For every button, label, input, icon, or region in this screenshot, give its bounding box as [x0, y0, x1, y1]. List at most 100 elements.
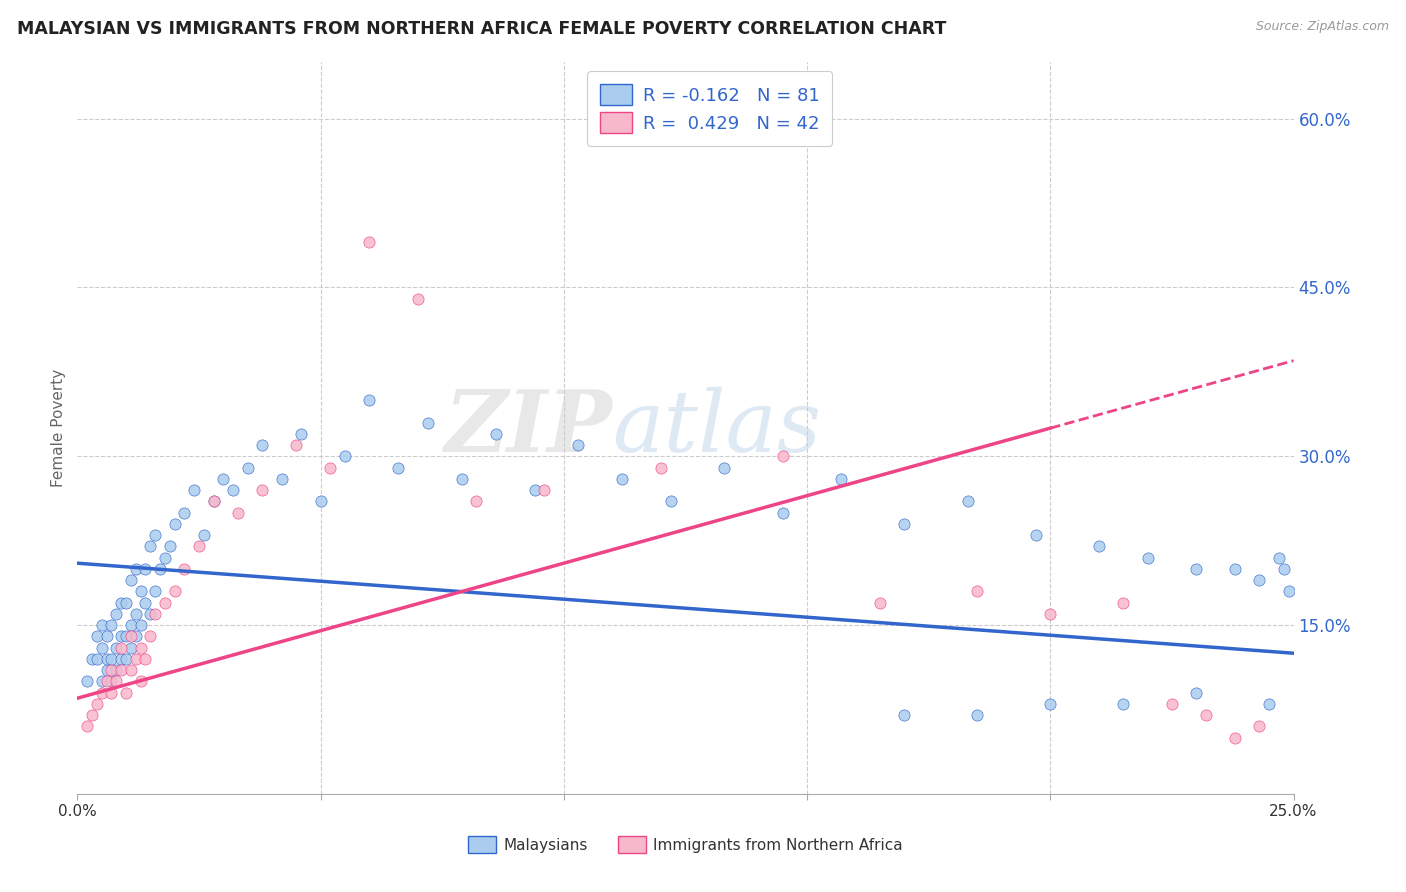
Point: [139, 629, 162, 643]
Point: [105, 674, 128, 689]
Point: [120, 573, 142, 587]
Point: [966, 708, 988, 723]
Point: [485, 426, 508, 441]
Point: [96, 652, 118, 666]
Point: [772, 506, 794, 520]
Point: [465, 494, 488, 508]
Point: [129, 618, 152, 632]
Point: [80, 708, 103, 723]
Point: [105, 607, 128, 621]
Point: [956, 494, 979, 508]
Point: [1112, 596, 1135, 610]
Point: [226, 506, 249, 520]
Point: [1185, 685, 1208, 699]
Point: [120, 618, 142, 632]
Point: [96, 629, 118, 643]
Point: [222, 483, 245, 497]
Point: [76, 674, 98, 689]
Point: [86, 697, 108, 711]
Point: [125, 607, 148, 621]
Point: [125, 629, 148, 643]
Point: [139, 607, 162, 621]
Point: [163, 516, 186, 531]
Point: [406, 292, 429, 306]
Point: [110, 640, 132, 655]
Point: [96, 674, 118, 689]
Point: [100, 674, 122, 689]
Point: [450, 472, 472, 486]
Point: [120, 640, 142, 655]
Point: [1249, 573, 1271, 587]
Point: [143, 528, 166, 542]
Point: [90, 674, 112, 689]
Point: [333, 450, 356, 464]
Point: [202, 494, 225, 508]
Point: [110, 663, 132, 677]
Point: [125, 562, 148, 576]
Point: [319, 460, 342, 475]
Point: [76, 719, 98, 733]
Point: [183, 483, 205, 497]
Point: [250, 438, 273, 452]
Point: [830, 472, 852, 486]
Point: [1088, 539, 1111, 553]
Point: [139, 539, 162, 553]
Point: [1025, 528, 1047, 542]
Point: [650, 460, 672, 475]
Point: [100, 685, 122, 699]
Point: [533, 483, 555, 497]
Point: [236, 460, 259, 475]
Point: [359, 392, 381, 407]
Point: [1039, 697, 1062, 711]
Point: [163, 584, 186, 599]
Point: [110, 652, 132, 666]
Point: [115, 685, 138, 699]
Point: [129, 584, 152, 599]
Point: [134, 562, 156, 576]
Text: atlas: atlas: [613, 387, 821, 469]
Y-axis label: Female Poverty: Female Poverty: [51, 369, 66, 487]
Point: [129, 674, 152, 689]
Point: [1278, 584, 1301, 599]
Point: [129, 640, 152, 655]
Point: [134, 652, 156, 666]
Point: [90, 685, 112, 699]
Point: [110, 629, 132, 643]
Point: [250, 483, 273, 497]
Point: [1223, 562, 1246, 576]
Point: [86, 629, 108, 643]
Point: [125, 652, 148, 666]
Point: [1112, 697, 1135, 711]
Point: [359, 235, 381, 250]
Point: [212, 472, 235, 486]
Point: [90, 640, 112, 655]
Text: Source: ZipAtlas.com: Source: ZipAtlas.com: [1256, 20, 1389, 33]
Legend: Malaysians, Immigrants from Northern Africa: Malaysians, Immigrants from Northern Afr…: [463, 830, 908, 859]
Point: [105, 663, 128, 677]
Point: [966, 584, 988, 599]
Point: [567, 438, 589, 452]
Point: [523, 483, 546, 497]
Point: [270, 472, 292, 486]
Point: [1161, 697, 1184, 711]
Point: [1258, 697, 1281, 711]
Point: [105, 640, 128, 655]
Point: [1249, 719, 1271, 733]
Point: [143, 584, 166, 599]
Point: [285, 438, 308, 452]
Point: [893, 516, 915, 531]
Point: [115, 652, 138, 666]
Point: [1039, 607, 1062, 621]
Point: [713, 460, 735, 475]
Point: [115, 629, 138, 643]
Point: [143, 607, 166, 621]
Point: [202, 494, 225, 508]
Point: [100, 652, 122, 666]
Point: [1136, 550, 1159, 565]
Point: [772, 450, 794, 464]
Point: [110, 596, 132, 610]
Point: [309, 494, 332, 508]
Point: [153, 550, 176, 565]
Point: [120, 663, 142, 677]
Point: [80, 652, 103, 666]
